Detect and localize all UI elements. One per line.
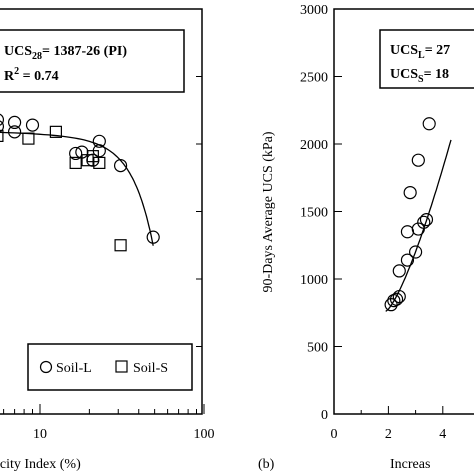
panel-b-point [403,186,417,200]
panel-a-point-soil-l [7,115,22,130]
panel-a-x-axis-label: icity Index (%) [0,457,81,472]
panel-a-r-squared: R2 = 0.74 [4,66,59,84]
panel-b-y-tick-label: 2000 [300,138,328,153]
panel-a-point-soil-s [86,150,99,163]
panel-b-point [417,215,431,229]
panel-b-equation-box [379,29,474,89]
panel-b-x-axis-label: Increas [390,457,430,472]
panel-a-point-soil-s [49,125,62,138]
panel-a-legend [27,343,193,391]
panel-a-point-soil-l [25,118,40,132]
panel-b-point [400,253,415,267]
panel-a-point-soil-l [0,113,5,126]
panel-b-point [389,292,404,306]
panel-b-x-tick-label: 2 [385,427,392,442]
panel-b-point [392,264,406,278]
panel-b-point [419,213,434,227]
panel-a-point-soil-s [22,132,35,145]
panel-b-y-tick-label: 0 [321,408,328,423]
panel-b-y-tick-label: 1000 [300,273,328,288]
panel-b-x-tick-label: 4 [439,427,446,442]
panel-b-point [392,289,406,304]
panel-b-y-tick-label: 3000 [300,3,328,18]
panel-a-fit-curve [0,131,154,246]
panel-b-point [411,153,425,167]
panel-b-y-tick-label: 2500 [300,71,328,86]
legend-label-soil-l: Soil-L [56,361,92,376]
panel-b-y-axis-label: 90-Days Average UCS (kPa) [261,131,276,292]
panel-a-point-soil-s [69,156,82,169]
panel-a-point-soil-l [0,120,5,133]
panel-a-point-soil-l [69,146,83,161]
panel-b-y-tick-label: 1500 [300,206,328,221]
legend-marker-soil-l [39,360,53,374]
panel-b-point [422,117,436,131]
panel-b-equation-line2: UCSS= 18 [390,67,449,85]
panel-a-point-soil-l [92,134,106,148]
panel-b-point [409,245,423,259]
panel-b-equation-line1: UCSL= 27 [390,43,450,61]
panel-a-point-soil-s [0,129,4,142]
panel-b-label: (b) [258,457,275,472]
panel-b-point [400,225,415,239]
panel-a-point-soil-s [93,156,106,169]
panel-a-point-soil-l [113,159,128,173]
panel-a-equation-box [0,29,185,93]
panel-b-fit-curve [385,139,452,312]
panel-a-x-tick-10: 10 [33,427,47,442]
panel-a-point-soil-s [114,239,127,252]
panel-b-x-tick-label: 0 [331,427,338,442]
panel-a-point-soil-l [146,230,160,244]
panel-a-point-soil-l [7,125,22,139]
legend-label-soil-s: Soil-S [133,361,168,376]
panel-a-x-tick-100: 100 [194,427,215,442]
panel-a-equation-line1: UCS28= 1387-26 (PI) [4,44,127,62]
panel-b-y-tick-label: 500 [307,341,328,356]
legend-marker-soil-s [115,360,128,373]
